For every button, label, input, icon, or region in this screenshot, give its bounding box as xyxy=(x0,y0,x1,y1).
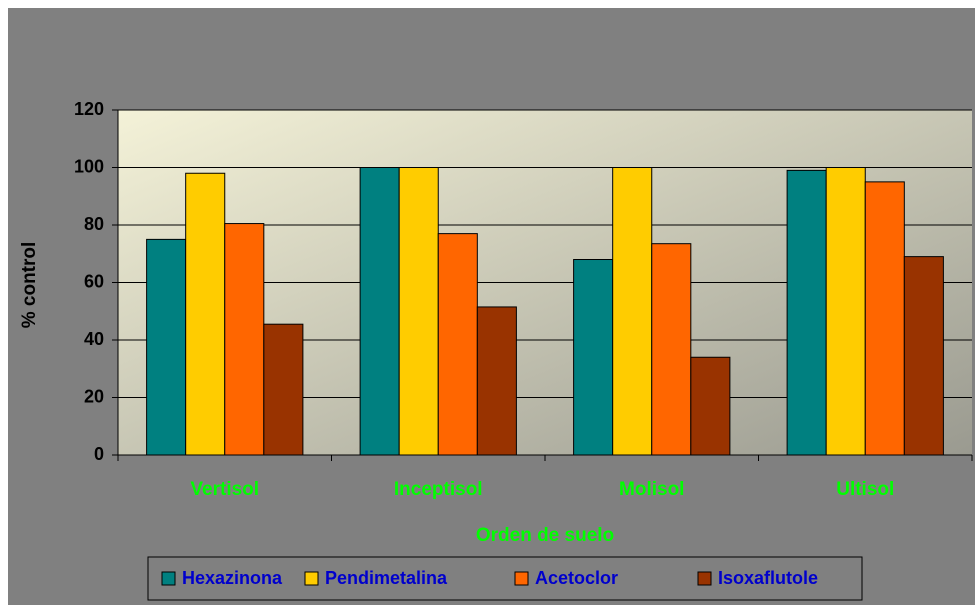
y-tick-label: 80 xyxy=(84,214,104,234)
bar xyxy=(786,169,827,456)
legend-swatch xyxy=(697,571,712,586)
legend-swatch xyxy=(161,571,176,586)
legend-label: Isoxaflutole xyxy=(718,568,818,588)
x-tick-label: Inceptisol xyxy=(394,479,483,500)
y-tick-label: 40 xyxy=(84,329,104,349)
x-tick-label: Vertisol xyxy=(190,479,259,500)
bar xyxy=(398,167,439,456)
bar xyxy=(359,167,400,456)
legend-swatch xyxy=(514,571,529,586)
x-axis-title: Orden de suelo xyxy=(476,525,614,546)
y-tick-label: 0 xyxy=(94,444,104,464)
bar xyxy=(437,233,478,456)
bar xyxy=(263,323,304,456)
y-tick-label: 20 xyxy=(84,386,104,406)
y-tick-label: 120 xyxy=(74,99,104,119)
bar xyxy=(864,181,905,456)
bar xyxy=(146,238,187,456)
bar xyxy=(690,356,731,456)
bar xyxy=(651,243,692,456)
x-tick-label: Molisol xyxy=(619,479,684,500)
x-tick-label: Ultisol xyxy=(836,479,894,500)
bar xyxy=(825,167,866,456)
bar xyxy=(573,259,614,456)
bar xyxy=(903,256,944,456)
legend-label: Acetoclor xyxy=(535,568,618,588)
bar xyxy=(476,306,517,456)
legend-label: Hexazinona xyxy=(182,568,283,588)
bar xyxy=(185,172,226,456)
y-tick-label: 100 xyxy=(74,156,104,176)
legend-label: Pendimetalina xyxy=(325,568,448,588)
y-axis-title: % control xyxy=(19,242,40,329)
legend-swatch xyxy=(304,571,319,586)
bar xyxy=(224,223,265,456)
legend xyxy=(147,556,863,601)
y-tick-label: 60 xyxy=(84,271,104,291)
bar xyxy=(612,167,653,456)
